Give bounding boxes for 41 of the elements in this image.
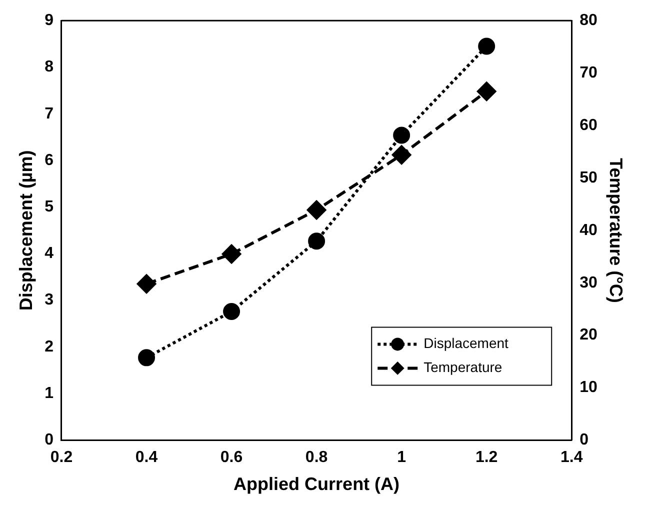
point: [222, 244, 242, 264]
y2-tick-label: 0: [580, 432, 589, 449]
y-axis-title: Displacement (µm): [16, 150, 36, 311]
y2-tick-label: 80: [580, 12, 598, 30]
point: [223, 303, 240, 320]
y2-tick-label: 60: [580, 116, 598, 134]
y-tick-label: 0: [44, 432, 54, 449]
x-tick-label: 0.6: [220, 449, 243, 466]
x-tick-label: 0.8: [305, 449, 328, 466]
point: [308, 232, 326, 250]
y-tick-label: 3: [44, 292, 54, 309]
y-tick-label: 9: [44, 12, 54, 30]
x-tick-label: 0.2: [50, 449, 73, 466]
y2-tick-label: 10: [580, 379, 598, 396]
point: [393, 126, 410, 144]
y2-tick-label: 20: [580, 326, 598, 344]
y-tick-label: 6: [44, 152, 54, 169]
point: [137, 274, 156, 294]
x-axis-title: Applied Current (A): [234, 474, 400, 494]
y-tick-label: 5: [44, 198, 54, 216]
legend-label: Temperature: [424, 359, 502, 376]
y2-tick-label: 50: [580, 169, 598, 186]
point: [392, 145, 412, 164]
y2-tick-label: 40: [580, 222, 598, 239]
x-tick-label: 0.4: [135, 449, 158, 466]
y2-axis-title: Temperature (°C): [606, 158, 626, 303]
y-tick-label: 1: [44, 384, 54, 402]
x-tick-label: 1.4: [560, 449, 583, 466]
point: [307, 200, 326, 220]
y2-tick-label: 30: [580, 274, 598, 292]
y-tick-label: 7: [44, 105, 54, 122]
point: [138, 349, 156, 366]
y2-tick-label: 70: [580, 64, 598, 82]
x-tick-label: 1: [397, 449, 406, 466]
point: [478, 38, 496, 55]
y-tick-label: 2: [44, 338, 54, 356]
x-tick-label: 1.2: [475, 449, 498, 466]
y-tick-label: 8: [44, 58, 54, 76]
legend-label: Displacement: [424, 335, 509, 352]
y-tick-label: 4: [44, 245, 54, 262]
point: [477, 82, 496, 101]
